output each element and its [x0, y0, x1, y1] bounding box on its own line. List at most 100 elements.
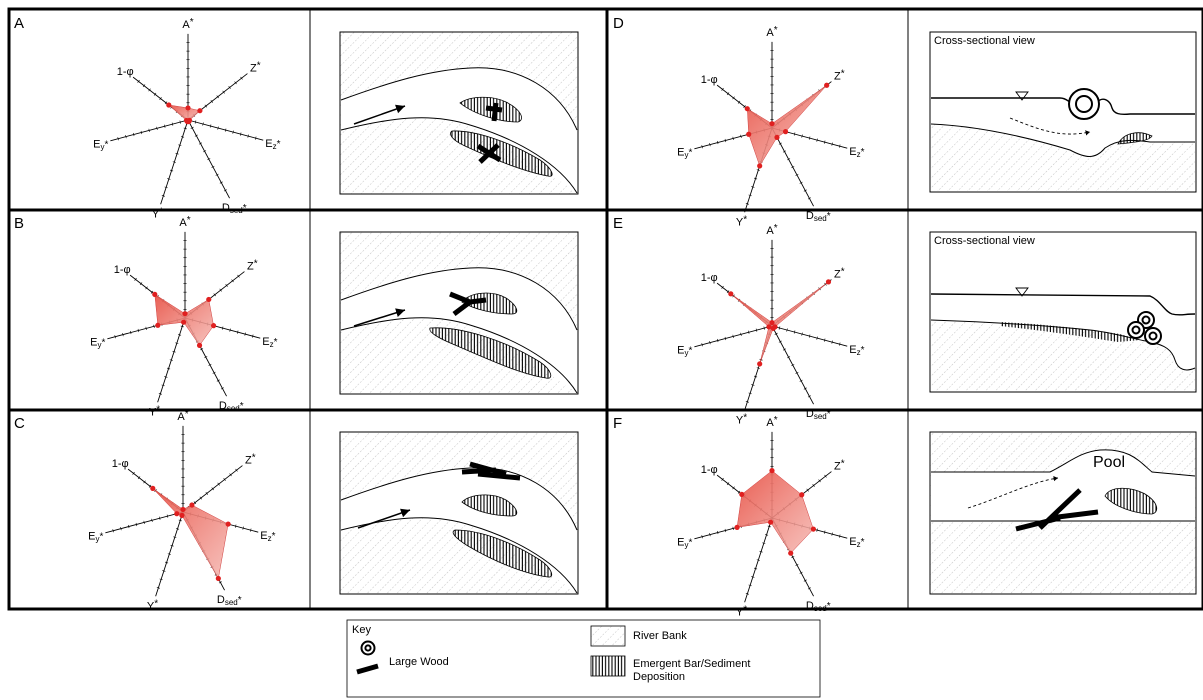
radar-polygon-F [736, 470, 814, 554]
radar-chart-B: B A* Z* Ez* Dsed* Y* Ey* 1-φ [14, 215, 278, 419]
cross-section-d [929, 31, 1197, 193]
axis-label-Dsed: Dsed* [806, 210, 831, 223]
axis-label-Ez: Ez* [262, 336, 277, 349]
axis-label-phi: 1-φ [701, 272, 718, 284]
axis-label-Dsed: Dsed* [219, 400, 244, 413]
axis-label-Ey: Ey* [677, 344, 692, 357]
radar-point-D-phi [744, 106, 750, 112]
radar-point-B-phi [152, 291, 158, 297]
axis-label-Y: Y* [736, 605, 747, 619]
radar-charts: A A* Z* Ez* Dsed* Y* Ey* 1-φ B A* Z* Ez* Dsed* Y* Ey* 1… [14, 15, 865, 619]
radar-point-E-Dsed [770, 325, 776, 331]
axis-label-Z: Z* [834, 266, 845, 280]
plan-view-b [339, 231, 579, 395]
cross-section-e [929, 231, 1197, 393]
radar-polygon-C [152, 488, 229, 580]
radar-point-C-Ey [174, 511, 180, 517]
key-box [346, 619, 821, 698]
radar-point-B-Z [206, 296, 212, 303]
axis-label-Z: Z* [834, 458, 845, 472]
axis-label-A: A* [766, 415, 777, 429]
radar-point-D-Y [757, 163, 763, 169]
radar-point-C-Z [189, 502, 195, 508]
radar-point-A-Ey [183, 117, 190, 124]
right-block-frame [605, 7, 1203, 611]
axis-label-phi: 1-φ [114, 264, 131, 276]
axis-label-Z: Z* [247, 258, 258, 272]
axis-label-Ey: Ey* [90, 336, 105, 349]
radar-point-D-A [769, 121, 775, 127]
axis-label-phi: 1-φ [112, 458, 129, 470]
axis-label-Ez: Ez* [265, 138, 280, 151]
wood-icon [356, 640, 379, 675]
axis-label-Y: Y* [152, 207, 163, 221]
radar-polygon-D [747, 85, 827, 167]
axis-label-A: A* [182, 17, 193, 31]
radar-point-B-Ey [155, 322, 161, 328]
axis-label-Y: Y* [149, 405, 160, 419]
axis-label-Ey: Ey* [93, 138, 108, 151]
radar-point-D-Z [824, 82, 830, 88]
radar-chart-A: A A* Z* Ez* Dsed* Y* Ey* 1-φ [14, 15, 281, 221]
radar-point-B-Dsed [196, 342, 203, 348]
panel-letter-E: E [613, 215, 623, 232]
radar-point-C-phi [150, 485, 156, 491]
radar-point-D-Ey [746, 131, 752, 137]
radar-point-F-Y [768, 519, 774, 525]
axis-label-Dsed: Dsed* [217, 594, 242, 607]
radar-point-B-Ez [210, 323, 217, 329]
axis-label-A: A* [766, 25, 777, 39]
axis-label-Ez: Ez* [849, 536, 864, 549]
axis-label-phi: 1-φ [117, 66, 134, 78]
radar-point-D-Ez [782, 129, 789, 135]
axis-label-Ez: Ez* [849, 344, 864, 357]
radar-point-F-Ez [810, 526, 816, 532]
axis-label-Ey: Ey* [677, 146, 692, 159]
radar-point-C-Dsed [215, 575, 221, 582]
radar-point-C-Ez [225, 521, 231, 527]
axis-label-A: A* [177, 409, 188, 423]
panel-letter-D: D [613, 15, 624, 32]
panel-letter-B: B [14, 215, 24, 232]
axis-label-phi: 1-φ [701, 464, 718, 476]
plan-view-f [929, 431, 1197, 595]
panel-letter-F: F [613, 415, 622, 432]
panel-letter-C: C [14, 415, 25, 432]
radar-chart-D: D A* Z* Ez* Dsed* Y* Ey* 1-φ [613, 15, 865, 229]
radar-point-F-Dsed [788, 550, 794, 556]
radar-point-F-phi [739, 491, 745, 497]
axis-label-Dsed: Dsed* [806, 408, 831, 421]
river-bank-swatch [590, 625, 626, 647]
axis-label-Z: Z* [834, 68, 845, 82]
axis-label-phi: 1-φ [701, 74, 718, 86]
axis-label-A: A* [179, 215, 190, 229]
axis-label-Dsed: Dsed* [222, 202, 247, 215]
axis-label-Z: Z* [245, 452, 256, 466]
axis-label-Y: Y* [736, 413, 747, 427]
axis-label-Y: Y* [736, 215, 747, 229]
radar-point-E-Ey [766, 324, 772, 330]
plan-view-c [339, 431, 579, 595]
radar-point-E-Z [825, 279, 832, 285]
key-legend [346, 619, 821, 698]
axis-label-Y: Y* [147, 599, 158, 613]
radar-chart-F: F A* Z* Ez* Dsed* Y* Ey* 1-φ [613, 415, 865, 619]
radar-point-D-Dsed [774, 134, 780, 140]
axis-label-A: A* [766, 223, 777, 237]
radar-point-A-phi [166, 102, 172, 108]
axis-label-Z: Z* [250, 60, 261, 74]
radar-point-F-Z [799, 492, 805, 498]
radar-point-F-Ey [734, 524, 740, 530]
radar-point-B-A [182, 311, 188, 317]
radar-point-E-A [769, 319, 775, 326]
axis-label-Ey: Ey* [88, 530, 103, 543]
radar-point-A-A [185, 105, 191, 111]
plan-view-a [339, 31, 579, 195]
radar-chart-C: C A* Z* Ez* Dsed* Y* Ey* 1-φ [14, 409, 276, 613]
radar-point-C-Y [179, 512, 185, 518]
radar-point-A-Z [197, 108, 203, 114]
radar-point-F-A [769, 468, 775, 474]
panel-letter-A: A [14, 15, 24, 32]
axis-label-Ez: Ez* [260, 530, 275, 543]
